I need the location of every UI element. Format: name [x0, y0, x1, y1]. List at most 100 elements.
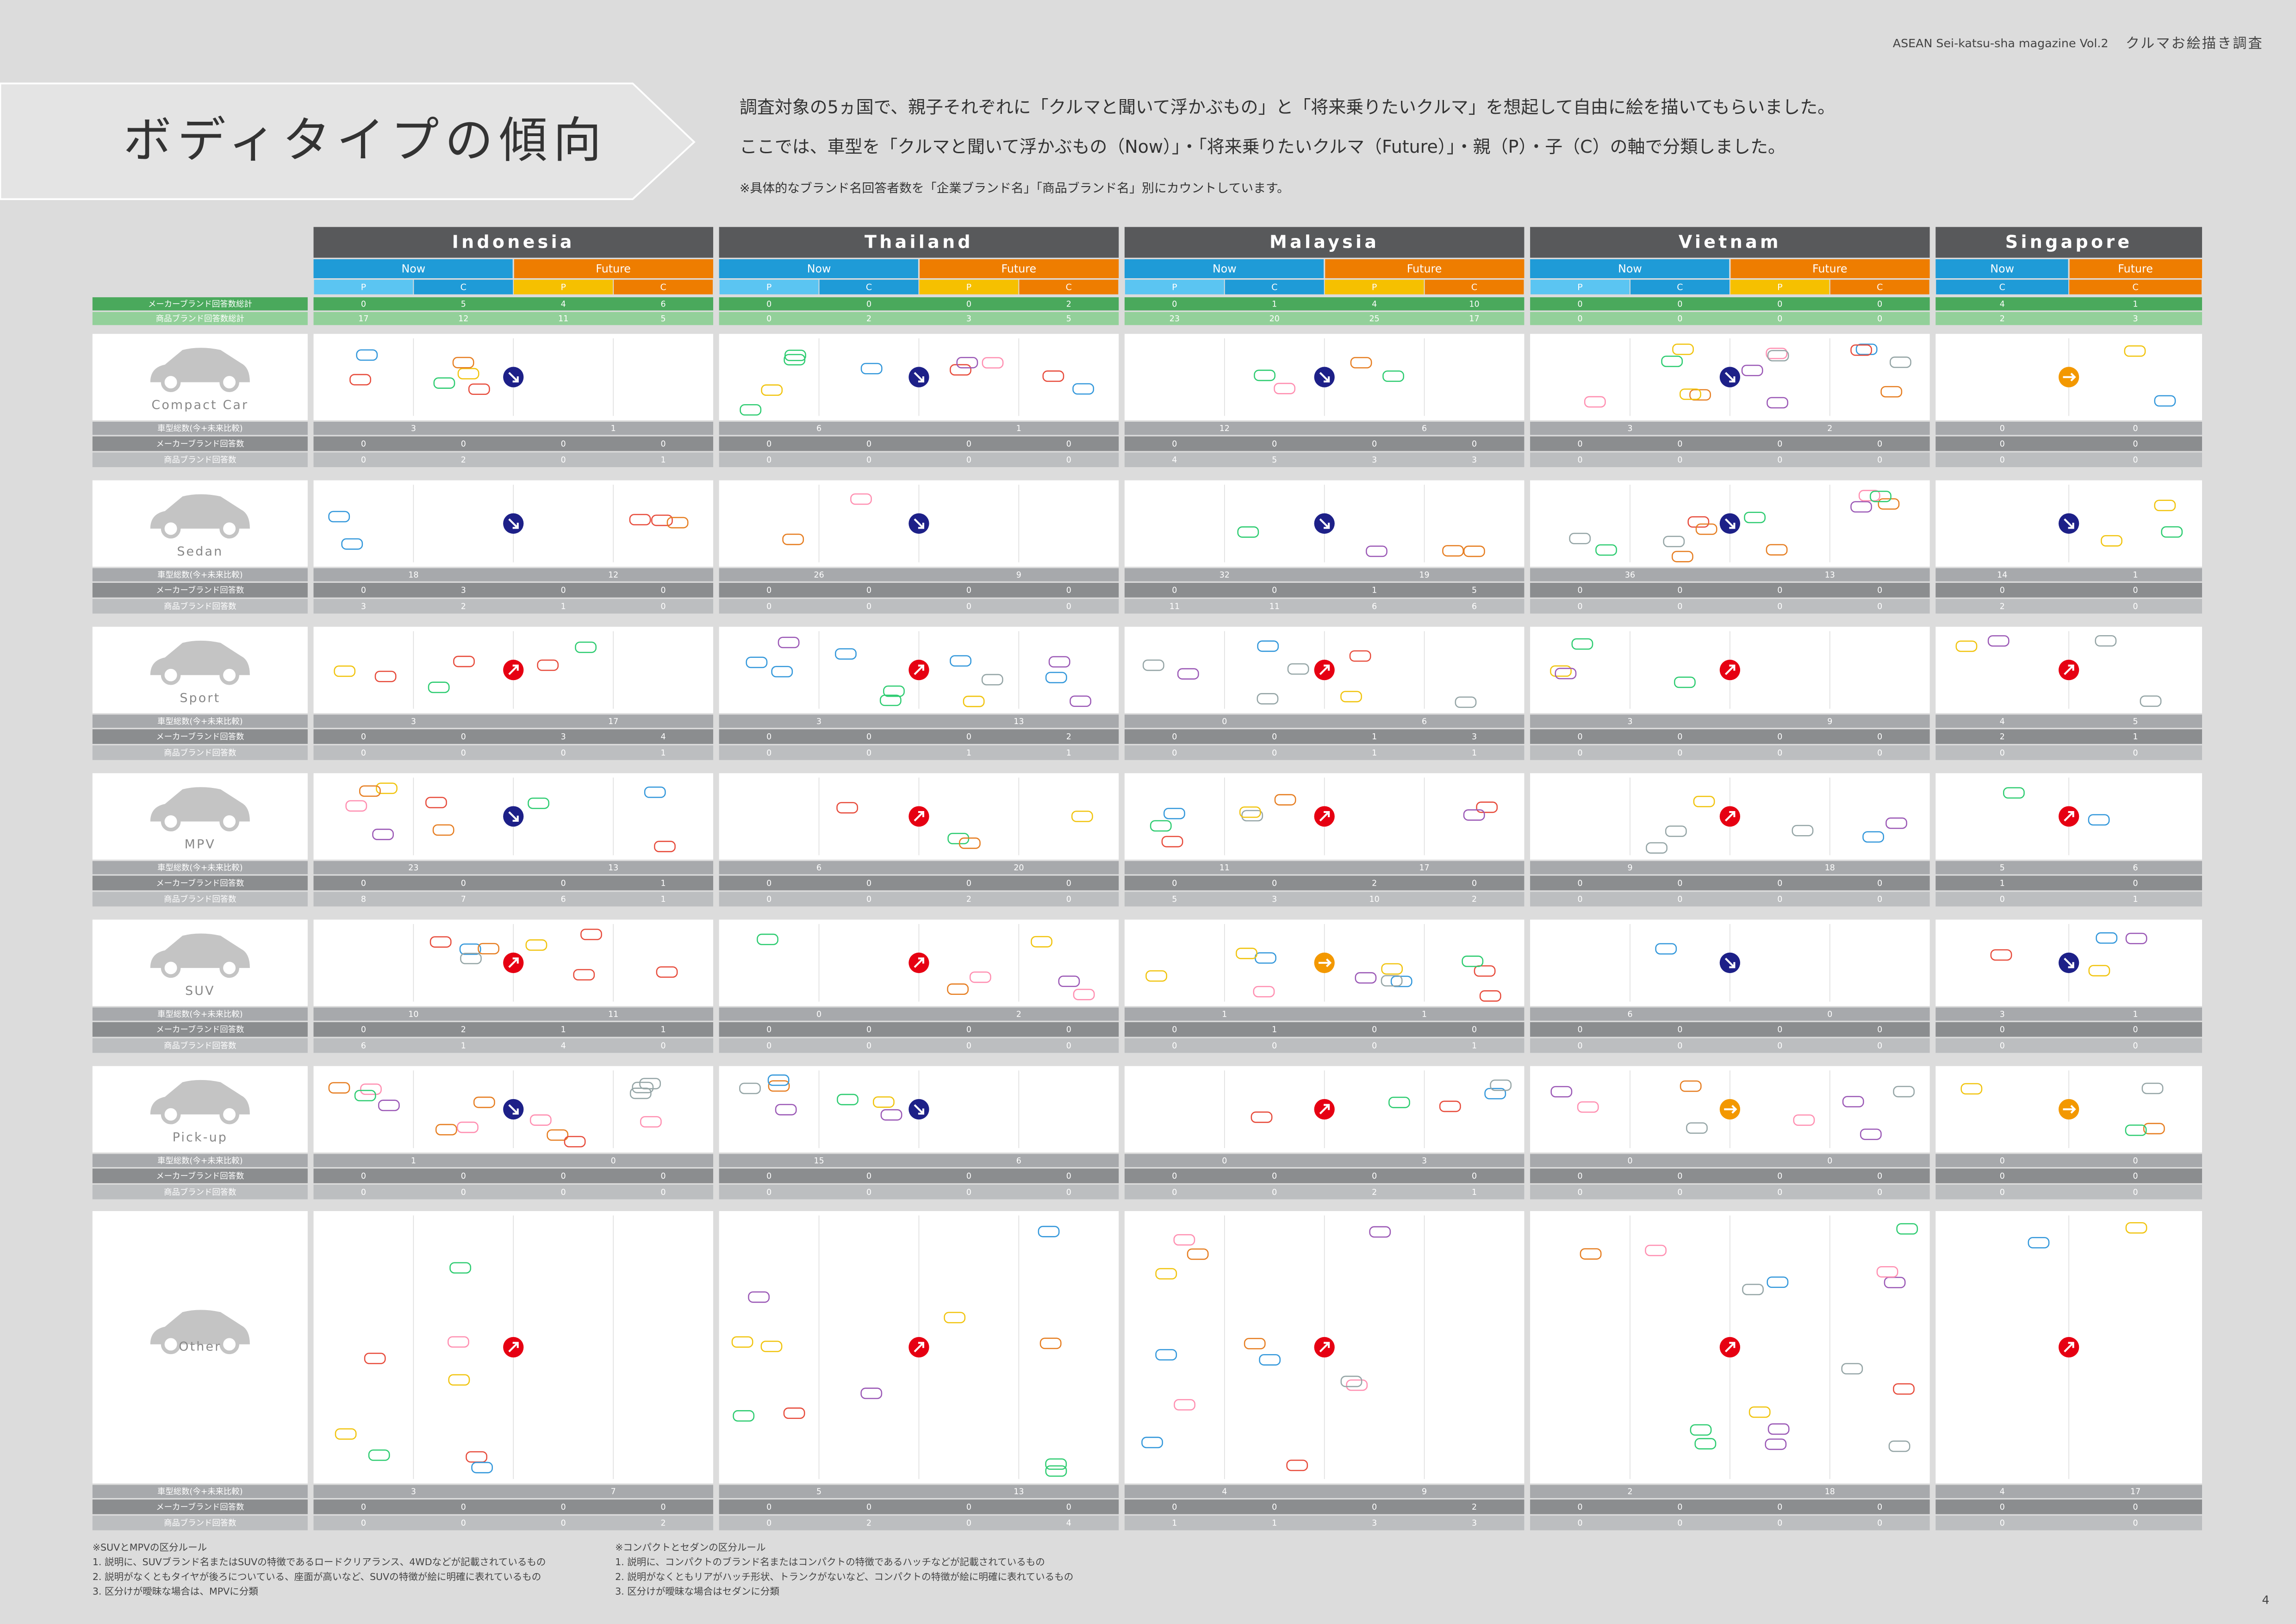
drawing	[768, 1080, 790, 1092]
row-label: メーカーブランド回答数	[156, 586, 244, 595]
product-value: 1	[561, 602, 566, 612]
product-value: 1	[1066, 749, 1071, 758]
product-value: 1	[966, 749, 971, 758]
column-header	[919, 280, 1019, 294]
row-label: 商品ブランド回答数	[164, 602, 236, 612]
product-value: 0	[1677, 1188, 1682, 1197]
product-value: 10	[1369, 895, 1380, 904]
total-row	[1124, 297, 1524, 311]
total-value: 0	[1578, 314, 1583, 324]
data-row	[313, 1154, 714, 1168]
drawing	[1555, 668, 1577, 680]
description: 調査対象の5ヵ国で、親子それぞれに「クルマと聞いて浮かぶもの」と「将来乗りたいク…	[740, 97, 1835, 118]
drawing	[1045, 1458, 1067, 1470]
product-value: 0	[1578, 1041, 1583, 1050]
drawing	[969, 971, 991, 983]
footnote-item: 2. 説明がなくともリアがハッチ形状、トランクがないなど、コンパクトの特徴が絵に…	[615, 1571, 1073, 1582]
drawing	[947, 983, 969, 995]
data-row	[719, 1168, 1119, 1183]
total-value: 0	[361, 300, 366, 309]
maker-value: 0	[1777, 1172, 1782, 1181]
country-name: Singapore	[2005, 232, 2133, 252]
product-value: 0	[661, 1041, 666, 1050]
total-value: 17	[358, 314, 368, 324]
data-row	[313, 1515, 714, 1530]
total-value: 20	[1269, 314, 1280, 324]
drawing	[1584, 396, 1606, 408]
column-header	[314, 280, 413, 294]
product-value: 1	[1372, 749, 1377, 758]
column-header	[1425, 280, 1524, 294]
future-label: Future	[1407, 262, 1442, 275]
drawing	[1767, 1423, 1790, 1435]
maker-value: 0	[1777, 586, 1782, 595]
data-row	[1935, 1515, 2203, 1530]
product-value: 2	[1372, 1188, 1377, 1197]
drawing	[783, 1407, 805, 1419]
type-total-value: 5	[2000, 863, 2005, 873]
drawing	[537, 659, 559, 671]
data-row	[719, 892, 1119, 907]
drawing	[372, 829, 394, 840]
maker-value: 0	[1472, 1025, 1477, 1035]
drawing	[2095, 635, 2117, 647]
type-total-value: 0	[1827, 1156, 1832, 1166]
drawing	[528, 797, 549, 809]
trend-arrow-icon	[1724, 518, 1736, 529]
drawing	[433, 377, 455, 389]
drawing	[2125, 1124, 2147, 1136]
drawing	[452, 356, 474, 369]
data-row	[719, 875, 1119, 891]
data-row	[1124, 422, 1524, 435]
maker-value: 0	[966, 586, 971, 595]
drawing	[1173, 1234, 1195, 1246]
drawing	[328, 1082, 350, 1094]
footnote-item: 3. 区分けが曖昧な場合はセダンに分類	[615, 1586, 779, 1597]
drawing	[1960, 1083, 1983, 1095]
footnote-item: 2. 説明がなくともタイヤが後ろについている、座面が高いなど、SUVの特徴が絵に…	[93, 1571, 541, 1582]
data-row	[1530, 892, 1930, 907]
total-row	[1530, 312, 1930, 325]
maker-value: 0	[661, 439, 666, 449]
drawing	[2003, 787, 2025, 799]
data-row	[1935, 729, 2203, 744]
drawing	[368, 1449, 390, 1461]
drawing	[1150, 820, 1172, 832]
maker-value: 1	[1372, 586, 1377, 595]
drawing	[1880, 386, 1903, 398]
row-label: 車型総数(今+未来比較)	[157, 1010, 243, 1019]
product-value: 0	[2000, 456, 2005, 465]
drawing	[1463, 809, 1485, 821]
wheel	[219, 1334, 239, 1355]
drawing	[1141, 1437, 1163, 1449]
type-name: Compact Car	[151, 398, 249, 412]
type-total-value: 4	[2000, 717, 2005, 726]
row-label-cell	[92, 875, 308, 891]
drawing	[982, 357, 1004, 369]
trend-arrow-icon	[508, 664, 519, 675]
drawing	[328, 511, 350, 523]
maker-value: 0	[1877, 1172, 1882, 1181]
country-name: Indonesia	[452, 232, 575, 252]
product-value: 0	[1877, 1188, 1882, 1197]
data-row	[1124, 892, 1524, 907]
row-label-cell	[92, 861, 308, 874]
total-value: 0	[1172, 300, 1177, 309]
product-value: 0	[766, 895, 772, 904]
column-label: C	[866, 282, 872, 292]
type-name: Sedan	[177, 544, 223, 559]
drawing	[632, 1081, 654, 1093]
drawing	[2101, 535, 2122, 547]
type-total-value: 20	[1014, 863, 1024, 873]
total-row	[719, 312, 1119, 325]
maker-value: 0	[361, 879, 366, 888]
data-row	[313, 599, 714, 614]
drawing	[432, 824, 454, 836]
drawing	[2125, 932, 2147, 944]
drawing	[1765, 1438, 1787, 1450]
type-total-value: 13	[1014, 1487, 1024, 1497]
column-label: P	[361, 282, 366, 292]
drawing	[771, 666, 793, 678]
drawing	[2141, 1082, 2164, 1094]
product-value: 0	[1066, 1041, 1071, 1050]
